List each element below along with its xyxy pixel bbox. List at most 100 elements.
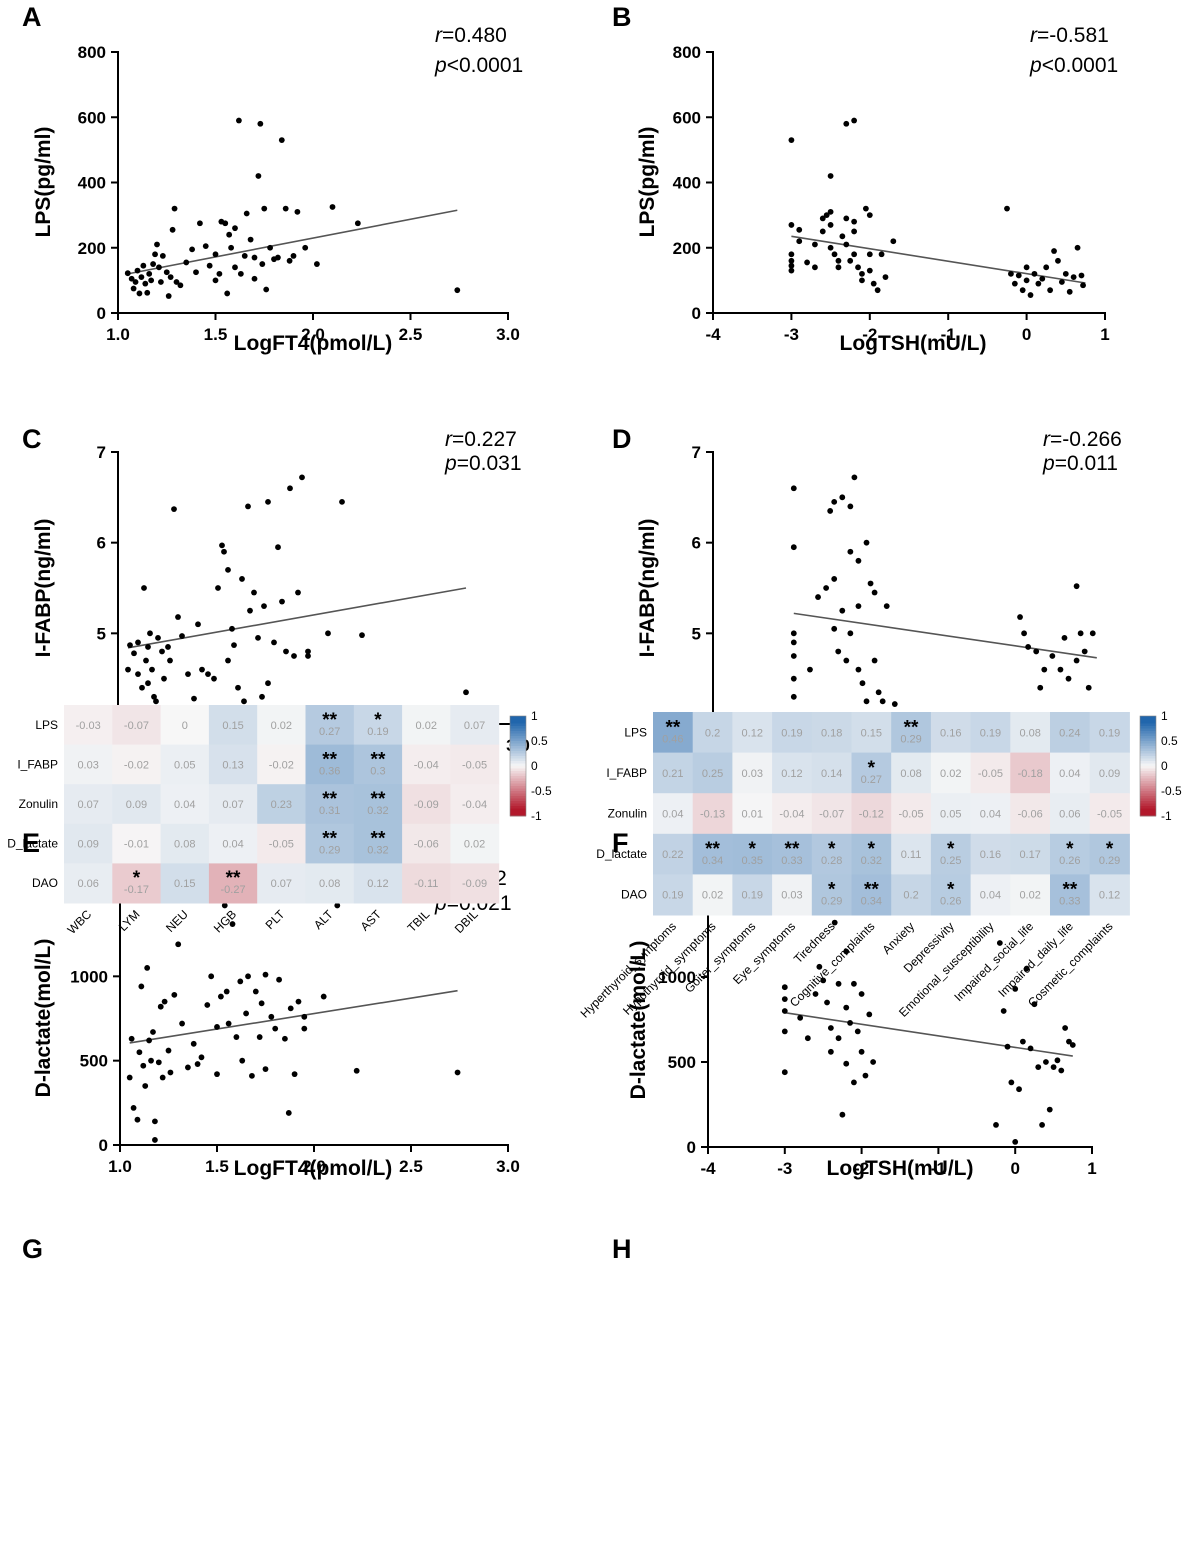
significance-stars: **	[1062, 880, 1077, 901]
legend-swatch	[510, 748, 526, 752]
data-point	[171, 991, 178, 998]
data-point	[1031, 1001, 1038, 1008]
data-point	[320, 993, 327, 1000]
data-point	[890, 238, 897, 245]
panel-label: C	[22, 424, 42, 454]
legend-swatch	[510, 728, 526, 732]
r-statistic: r=0.480	[435, 24, 507, 47]
significance-stars: **	[322, 710, 337, 731]
data-point	[831, 625, 838, 632]
data-point	[279, 598, 285, 605]
cell-value: -0.13	[700, 809, 725, 821]
heatmap-cell	[1089, 874, 1130, 916]
data-point	[185, 1064, 191, 1071]
data-point	[847, 548, 854, 555]
data-point	[171, 205, 178, 212]
data-point	[454, 287, 461, 294]
data-point	[855, 557, 862, 564]
cell-value: 0.07	[222, 799, 243, 811]
data-point	[217, 993, 224, 1000]
cell-value: 0.22	[662, 849, 683, 861]
data-point	[870, 280, 877, 287]
data-point	[1085, 684, 1092, 691]
panel-label: B	[612, 2, 632, 32]
cell-value: 0.19	[980, 727, 1001, 739]
data-point	[1012, 1139, 1019, 1145]
data-point	[862, 205, 869, 212]
data-point	[256, 1034, 263, 1040]
data-point	[1011, 280, 1018, 287]
legend-swatch	[510, 793, 526, 797]
column-label: Impaired_daily_life	[995, 919, 1076, 1000]
data-point	[804, 1035, 811, 1042]
x-tick-label: -3	[784, 325, 799, 344]
legend-swatch	[1140, 756, 1156, 759]
cell-value: 0.26	[1059, 855, 1080, 867]
heatmap-cell	[930, 712, 972, 754]
y-tick-label: 0	[687, 1138, 696, 1157]
data-point	[221, 902, 228, 909]
heatmap-cell	[1050, 752, 1091, 794]
r-value: =0.480	[442, 24, 507, 47]
cell-value: -0.06	[1018, 809, 1043, 821]
significance-stars: **	[371, 789, 386, 810]
regression-line	[784, 1011, 1073, 1057]
data-point	[1023, 277, 1030, 284]
data-point	[851, 117, 858, 124]
heatmap-cell	[353, 863, 403, 904]
data-point	[870, 1059, 877, 1065]
significance-stars: *	[947, 839, 955, 860]
cell-value: -0.05	[899, 809, 924, 821]
data-point	[824, 999, 830, 1006]
data-point	[854, 1028, 861, 1035]
legend-swatch	[510, 756, 526, 759]
data-point	[224, 290, 231, 297]
cell-value: 0.08	[1019, 727, 1040, 739]
cell-value: 0.32	[367, 805, 388, 817]
legend-swatch	[510, 806, 526, 809]
heatmap-cell	[891, 752, 932, 794]
r-statistic: r=-0.266	[1043, 428, 1122, 451]
data-point	[154, 241, 160, 248]
p-value: <0.0001	[1042, 54, 1119, 77]
data-point	[878, 251, 885, 258]
legend-label: -0.5	[531, 784, 552, 798]
cell-value: -0.02	[124, 759, 149, 771]
heatmap-cell	[1010, 874, 1051, 916]
data-point	[1023, 965, 1030, 972]
data-point	[851, 251, 858, 258]
y-tick-label: 800	[78, 43, 106, 62]
data-point	[1017, 614, 1023, 620]
data-point	[268, 1013, 275, 1020]
data-point	[1012, 986, 1019, 992]
cell-value: 0.04	[662, 809, 683, 821]
legend-swatch	[510, 796, 526, 799]
significance-stars: **	[785, 839, 800, 860]
legend-swatch	[510, 741, 526, 744]
data-point	[155, 634, 161, 641]
data-point	[862, 1072, 869, 1079]
heatmap-cell	[257, 863, 306, 904]
y-axis-label: I-FABP(ng/ml)	[32, 519, 55, 658]
data-point	[1004, 1043, 1011, 1050]
data-point	[295, 998, 302, 1005]
significance-stars: **	[371, 749, 386, 770]
p-symbol: p	[434, 54, 447, 77]
heatmap-cell	[450, 863, 500, 904]
legend-label: -1	[1161, 809, 1172, 823]
heatmap-cell	[851, 752, 892, 794]
data-point	[175, 941, 182, 948]
y-axis-label: LPS(pg/ml)	[32, 127, 55, 238]
data-point	[1062, 270, 1069, 277]
data-point	[251, 589, 257, 596]
data-point	[261, 205, 268, 212]
data-point	[1054, 1057, 1061, 1064]
legend-swatch	[510, 738, 526, 742]
legend-swatch	[510, 751, 526, 754]
data-point	[815, 594, 821, 600]
heatmap-cell	[353, 823, 403, 864]
cell-value: 0.15	[222, 720, 243, 732]
data-point	[135, 671, 141, 678]
data-point	[359, 632, 365, 639]
x-tick-label: -2	[854, 1159, 869, 1178]
